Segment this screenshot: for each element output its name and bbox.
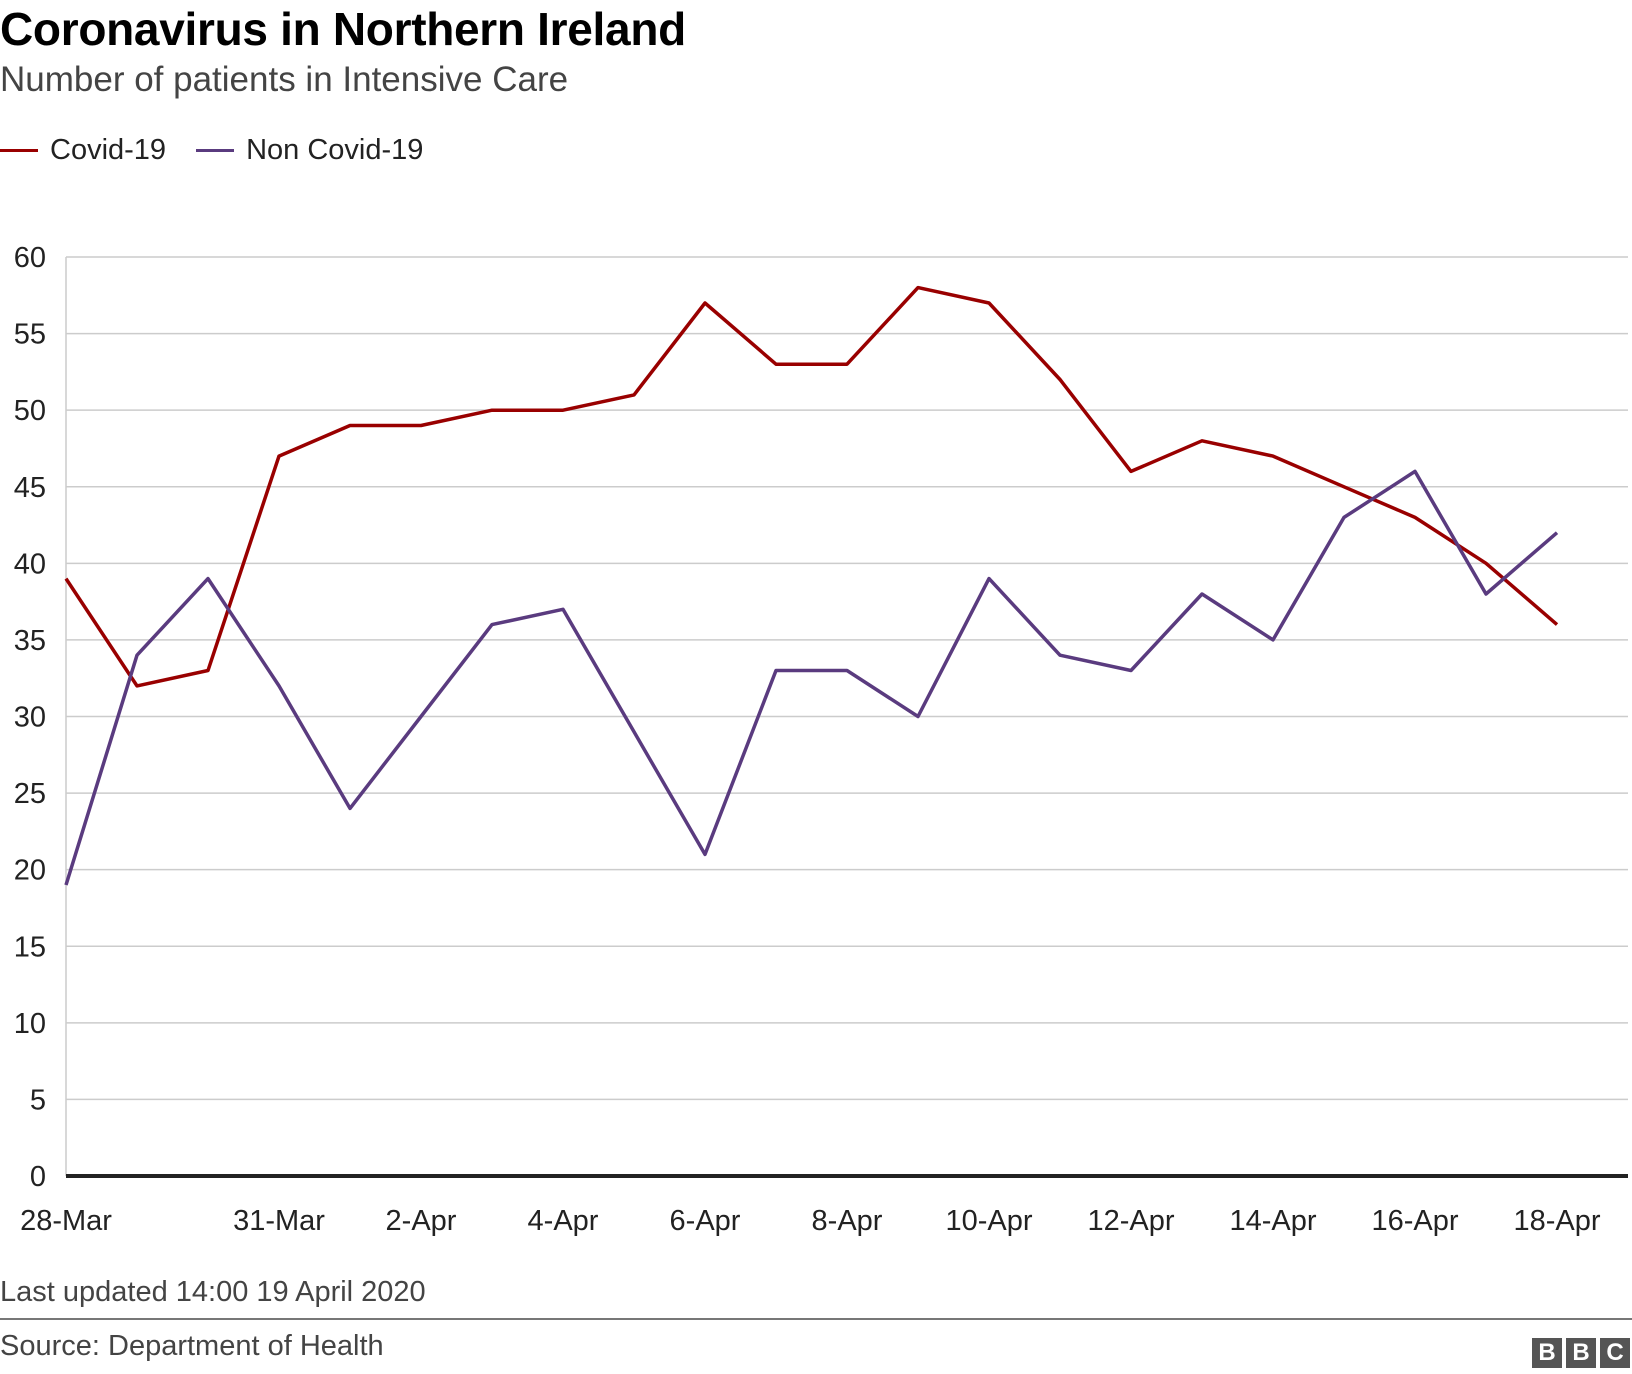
x-tick-label: 18-Apr (1513, 1205, 1600, 1237)
series-line-covid (64, 285, 1559, 688)
legend-swatch-non-covid (196, 149, 235, 152)
y-tick-label: 40 (14, 548, 46, 580)
legend-label-non-covid: Non Covid-19 (246, 134, 424, 166)
x-tick-label: 10-Apr (945, 1205, 1032, 1237)
y-tick-label: 60 (14, 242, 46, 274)
y-tick-label: 0 (30, 1161, 46, 1193)
x-tick-label: 2-Apr (386, 1205, 457, 1237)
x-tick-label: 4-Apr (528, 1205, 599, 1237)
legend-swatch-covid (0, 149, 38, 152)
bbc-logo-letter: B (1532, 1338, 1562, 1368)
y-tick-label: 25 (14, 778, 46, 810)
bbc-logo: B B C (1532, 1338, 1630, 1368)
y-tick-label: 35 (14, 625, 46, 657)
source-text: Source: Department of Health (0, 1330, 384, 1362)
footer-divider (0, 1318, 1632, 1320)
line-chart: 0 5 10 15 20 25 30 35 40 45 50 55 60 28-Mar 31-Mar 2-Ap… (14, 242, 1628, 1237)
x-tick-label: 6-Apr (670, 1205, 741, 1237)
x-tick-label: 8-Apr (812, 1205, 883, 1237)
series-line-non-covid (64, 469, 1559, 886)
chart-title: Coronavirus in Northern Ireland (0, 3, 686, 55)
y-tick-label: 15 (14, 931, 46, 963)
legend-label-covid: Covid-19 (50, 134, 167, 166)
x-tick-label: 12-Apr (1087, 1205, 1174, 1237)
bbc-logo-letter: B (1566, 1338, 1596, 1368)
last-updated-text: Last updated 14:00 19 April 2020 (0, 1276, 426, 1308)
y-tick-label: 5 (30, 1084, 46, 1116)
chart-subtitle: Number of patients in Intensive Care (0, 60, 569, 99)
y-tick-label: 55 (14, 319, 46, 351)
legend-item-covid: Covid-19 (0, 134, 166, 167)
x-tick-label: 28-Mar (20, 1205, 112, 1237)
y-tick-label: 20 (14, 855, 46, 887)
x-tick-label: 16-Apr (1371, 1205, 1458, 1237)
x-tick-label: 14-Apr (1229, 1205, 1316, 1237)
x-tick-label: 31-Mar (233, 1205, 325, 1237)
y-tick-label: 45 (14, 472, 46, 504)
y-tick-label: 50 (14, 395, 46, 427)
legend-item-non-covid: Non Covid-19 (196, 134, 423, 167)
chart-legend: Covid-19 Non Covid-19 (0, 134, 453, 167)
bbc-logo-letter: C (1600, 1338, 1630, 1368)
y-tick-label: 30 (14, 702, 46, 734)
y-tick-label: 10 (14, 1008, 46, 1040)
